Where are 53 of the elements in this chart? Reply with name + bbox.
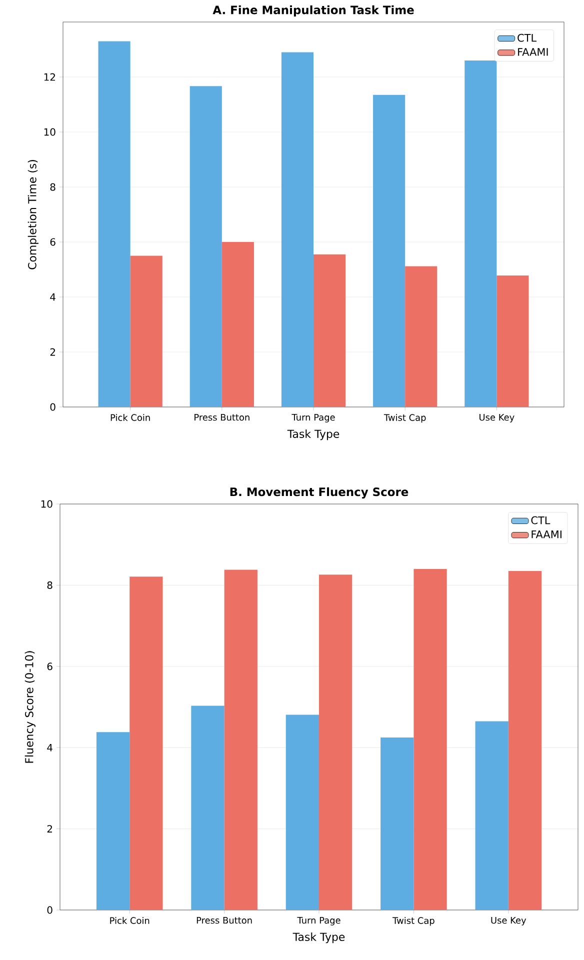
y-tick-label: 10 [41,500,52,508]
x-axis-title: Task Type [287,430,340,440]
chart-title: A. Fine Manipulation Task Time [212,5,414,16]
bar [496,276,529,407]
bar [380,737,414,910]
x-tick-label: Pick Coin [110,917,150,924]
y-axis-title: Fluency Score (0-10) [24,651,36,763]
legend-label: FAAMI [518,48,548,56]
legend-label: CTL [531,516,550,524]
y-tick-label: 2 [47,825,52,832]
bar [224,570,258,910]
bar [281,52,314,407]
x-tick-label: Turn Page [297,917,340,926]
bar [98,41,130,407]
y-tick-label: 8 [50,183,56,191]
bar [96,732,130,910]
bar [373,94,406,407]
y-tick-label: 4 [50,293,56,301]
y-axis-title: Completion Time (s) [28,160,38,270]
bar [414,568,447,910]
x-tick-label: Twist Cap [392,917,434,926]
x-tick-label: Use Key [480,414,514,422]
bar [508,570,542,910]
y-tick-label: 4 [47,744,52,752]
legend-label: FAAMI [532,530,562,538]
y-tick-label: 0 [50,403,56,411]
x-axis-title: Task Type [292,932,345,944]
bar [319,574,352,910]
y-tick-label: 2 [50,348,55,356]
chart-title: B. Movement Fluency Score [230,487,408,498]
x-tick-label: Press Button [196,917,252,924]
bar [286,714,320,910]
legend-label: CTL [518,34,536,42]
bar [130,256,162,407]
x-tick-label: Turn Page [292,414,335,422]
bar [190,86,222,407]
bar [130,576,163,910]
y-tick-label: 10 [44,128,56,136]
bar [222,242,254,407]
x-tick-label: Use Key [491,917,526,926]
bar [314,254,346,407]
bar [475,721,508,910]
y-tick-label: 0 [47,906,52,914]
bar [464,60,497,407]
y-tick-label: 6 [47,662,52,670]
x-tick-label: Twist Cap [384,414,426,423]
y-tick-label: 6 [50,238,56,246]
y-tick-label: 12 [44,73,55,81]
bar [405,266,438,407]
bar [191,706,224,910]
y-tick-label: 8 [47,581,52,589]
x-tick-label: Pick Coin [110,414,150,421]
x-tick-label: Press Button [194,414,250,421]
